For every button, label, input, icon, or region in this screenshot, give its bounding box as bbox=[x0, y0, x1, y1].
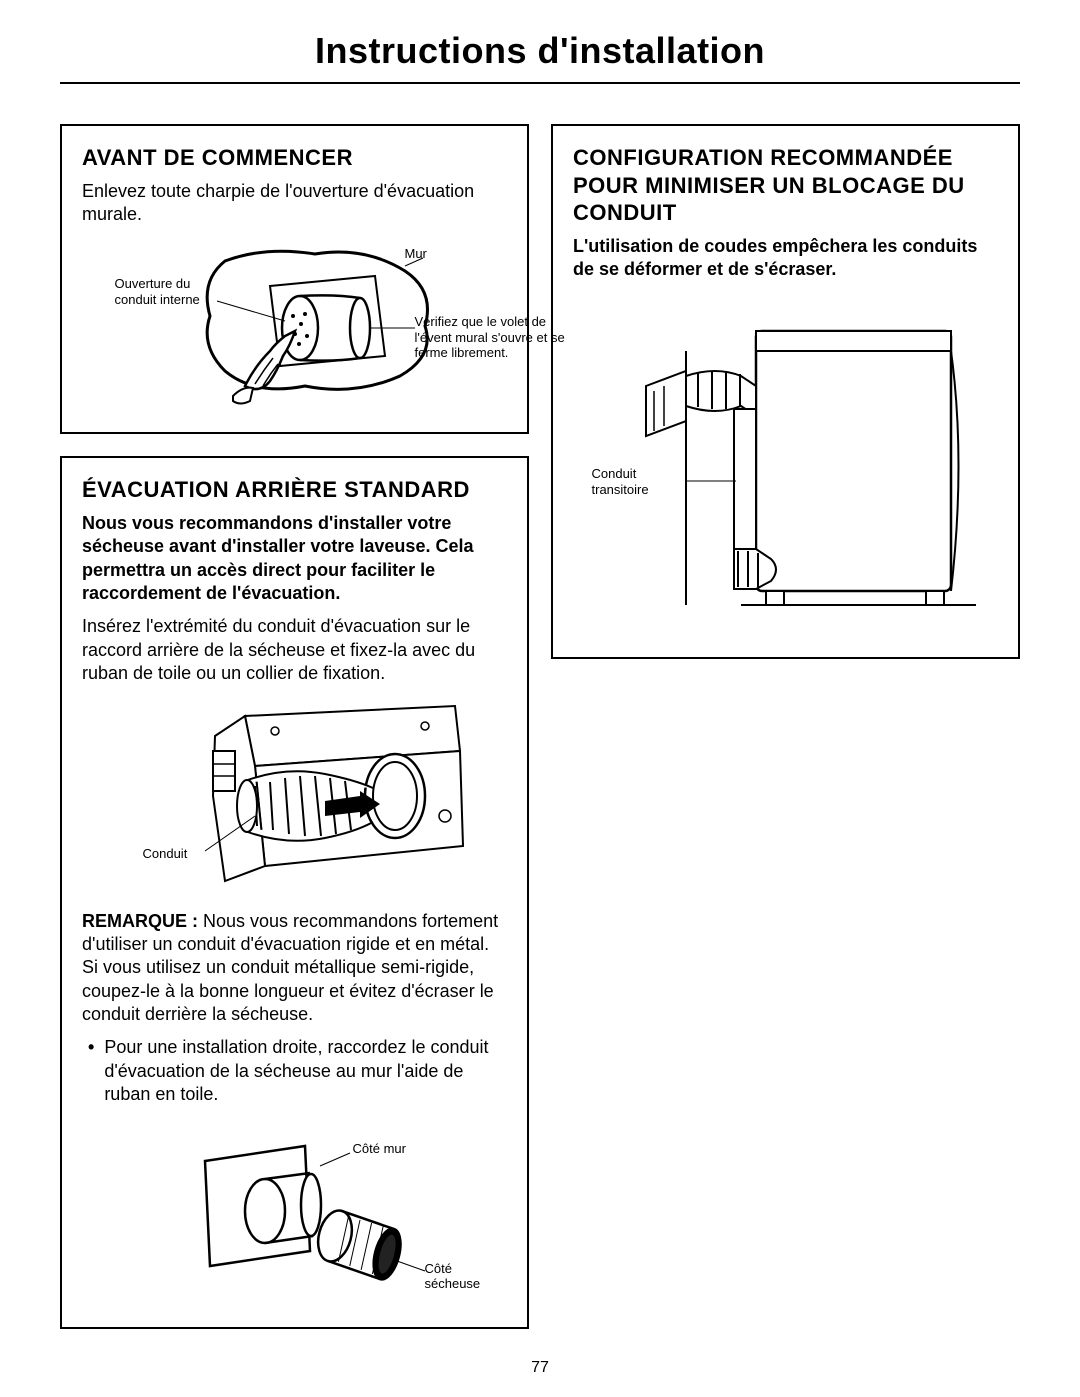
label-mur: Mur bbox=[405, 246, 427, 262]
remarque-prefix: REMARQUE : bbox=[82, 911, 203, 931]
panel2-bullet1: • Pour une installation droite, raccorde… bbox=[88, 1036, 507, 1106]
page-number: 77 bbox=[0, 1359, 1080, 1377]
label-conduit: Conduit bbox=[143, 846, 188, 862]
panel-avant-commencer: AVANT DE COMMENCER Enlevez toute charpie… bbox=[60, 124, 529, 434]
label-cote-mur: Côté mur bbox=[353, 1141, 406, 1157]
left-column: AVANT DE COMMENCER Enlevez toute charpie… bbox=[60, 124, 529, 1329]
right-column: CONFIGURATION RECOMMANDÉE POUR MINIMISER… bbox=[551, 124, 1020, 1329]
figure-wall-vent: Mur Ouverture du conduit interne Vérifie… bbox=[105, 236, 485, 406]
panel2-remarque: REMARQUE : Nous vous recommandons fortem… bbox=[82, 910, 507, 1027]
label-ouverture: Ouverture du conduit interne bbox=[115, 276, 205, 307]
panel1-text: Enlevez toute charpie de l'ouverture d'é… bbox=[82, 180, 507, 227]
label-conduit-transitoire: Conduit transitoire bbox=[592, 466, 672, 497]
title-rule bbox=[60, 82, 1020, 84]
label-verifiez: Vérifiez que le volet de l'évent mural s… bbox=[415, 314, 575, 361]
panel-evacuation-arriere: ÉVACUATION ARRIÈRE STANDARD Nous vous re… bbox=[60, 456, 529, 1328]
panel3-bold1: L'utilisation de coudes empêchera les co… bbox=[573, 235, 998, 282]
panel2-bold1: Nous vous recommandons d'installer votre… bbox=[82, 512, 507, 606]
figure-rear-connection: Conduit bbox=[125, 696, 465, 906]
bullet1-text: Pour une installation droite, raccordez … bbox=[104, 1036, 507, 1106]
panel1-title: AVANT DE COMMENCER bbox=[82, 144, 507, 172]
page-title: Instructions d'installation bbox=[60, 30, 1020, 72]
content-columns: AVANT DE COMMENCER Enlevez toute charpie… bbox=[60, 124, 1020, 1329]
panel3-title: CONFIGURATION RECOMMANDÉE POUR MINIMISER… bbox=[573, 144, 998, 227]
figure-elbow-config: Conduit transitoire bbox=[586, 291, 986, 631]
panel2-title: ÉVACUATION ARRIÈRE STANDARD bbox=[82, 476, 507, 504]
panel-config-recommandee: CONFIGURATION RECOMMANDÉE POUR MINIMISER… bbox=[551, 124, 1020, 659]
bullet-dot-icon: • bbox=[88, 1036, 94, 1106]
label-cote-secheuse: Côté sécheuse bbox=[425, 1261, 495, 1292]
panel2-text1: Insérez l'extrémité du conduit d'évacuat… bbox=[82, 615, 507, 685]
figure-straight-install: Côté mur Côté sécheuse bbox=[135, 1121, 455, 1301]
